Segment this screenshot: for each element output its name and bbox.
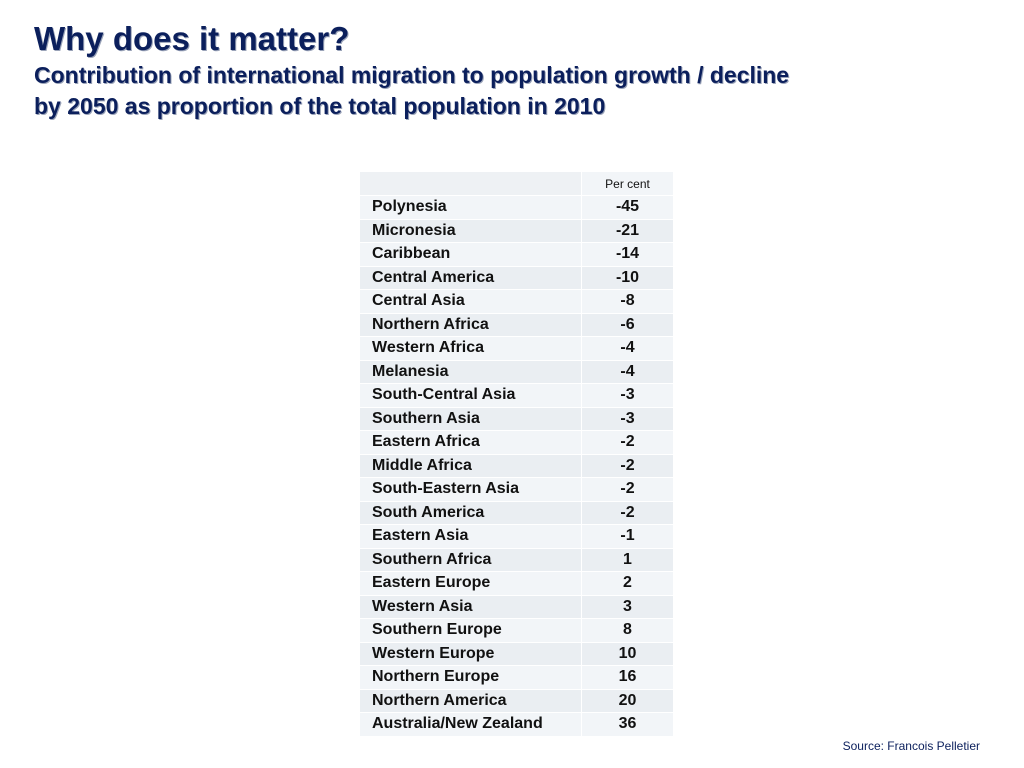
table-header-row: Per cent: [359, 171, 674, 196]
value-cell: -2: [581, 477, 674, 502]
value-cell: 2: [581, 571, 674, 596]
region-cell: Caribbean: [359, 242, 582, 267]
region-cell: South-Eastern Asia: [359, 477, 582, 502]
value-cell: -4: [581, 359, 674, 384]
value-cell: -2: [581, 453, 674, 478]
value-cell: 8: [581, 618, 674, 643]
table-row: Central Asia -8: [359, 289, 674, 314]
value-cell: 1: [581, 547, 674, 572]
table-row: Eastern Asia -1: [359, 524, 674, 549]
region-cell: Polynesia: [359, 195, 582, 220]
region-cell: Central America: [359, 265, 582, 290]
table-row: Central America -10: [359, 265, 674, 290]
source-note: Source: Francois Pelletier: [842, 739, 980, 753]
value-cell: -45: [581, 195, 674, 220]
region-cell: Central Asia: [359, 289, 582, 314]
table-row: Western Africa -4: [359, 336, 674, 361]
migration-table: Per cent Polynesia -45 Micronesia -21 Caribb…: [359, 171, 674, 737]
value-cell: -3: [581, 383, 674, 408]
value-cell: 10: [581, 641, 674, 666]
region-cell: Australia/New Zealand: [359, 712, 582, 737]
table-row: Eastern Europe 2: [359, 571, 674, 596]
value-cell: -2: [581, 500, 674, 525]
table-row: Western Europe 10: [359, 641, 674, 666]
value-cell: -21: [581, 218, 674, 243]
value-cell: 20: [581, 688, 674, 713]
page-title: Why does it matter?: [34, 20, 350, 57]
table-row: Caribbean -14: [359, 242, 674, 267]
region-cell: Southern Europe: [359, 618, 582, 643]
table-row: Northern America 20: [359, 688, 674, 713]
value-cell: -6: [581, 312, 674, 337]
table-row: Southern Asia -3: [359, 406, 674, 431]
region-cell: Southern Africa: [359, 547, 582, 572]
region-cell: South-Central Asia: [359, 383, 582, 408]
region-cell: Southern Asia: [359, 406, 582, 431]
slide-heading: Why does it matter? Contribution of inte…: [34, 20, 794, 122]
value-cell: -3: [581, 406, 674, 431]
region-cell: Eastern Europe: [359, 571, 582, 596]
header-region: [359, 171, 582, 196]
region-cell: Western Asia: [359, 594, 582, 619]
value-cell: -4: [581, 336, 674, 361]
region-cell: Western Europe: [359, 641, 582, 666]
table-row: Middle Africa -2: [359, 453, 674, 478]
table-row: Eastern Africa -2: [359, 430, 674, 455]
table-row: Micronesia -21: [359, 218, 674, 243]
table-row: South America -2: [359, 500, 674, 525]
region-cell: Eastern Asia: [359, 524, 582, 549]
header-per-cent: Per cent: [581, 171, 674, 196]
value-cell: -2: [581, 430, 674, 455]
value-cell: -1: [581, 524, 674, 549]
migration-table-container: Per cent Polynesia -45 Micronesia -21 Caribb…: [359, 171, 674, 737]
region-cell: South America: [359, 500, 582, 525]
table-body: Polynesia -45 Micronesia -21 Caribbean -14 Cen…: [359, 195, 674, 737]
region-cell: Western Africa: [359, 336, 582, 361]
table-row: Australia/New Zealand 36: [359, 712, 674, 737]
region-cell: Northern Africa: [359, 312, 582, 337]
table-row: Western Asia 3: [359, 594, 674, 619]
region-cell: Melanesia: [359, 359, 582, 384]
region-cell: Northern America: [359, 688, 582, 713]
table-row: Northern Africa -6: [359, 312, 674, 337]
region-cell: Middle Africa: [359, 453, 582, 478]
table-row: Southern Africa 1: [359, 547, 674, 572]
table-row: Melanesia -4: [359, 359, 674, 384]
region-cell: Micronesia: [359, 218, 582, 243]
table-row: South-Central Asia -3: [359, 383, 674, 408]
table-row: Southern Europe 8: [359, 618, 674, 643]
value-cell: -8: [581, 289, 674, 314]
region-cell: Eastern Africa: [359, 430, 582, 455]
value-cell: 3: [581, 594, 674, 619]
table-row: Northern Europe 16: [359, 665, 674, 690]
table-row: Polynesia -45: [359, 195, 674, 220]
region-cell: Northern Europe: [359, 665, 582, 690]
value-cell: 16: [581, 665, 674, 690]
value-cell: 36: [581, 712, 674, 737]
value-cell: -10: [581, 265, 674, 290]
page-subtitle: Contribution of international migration …: [34, 62, 790, 119]
value-cell: -14: [581, 242, 674, 267]
table-row: South-Eastern Asia -2: [359, 477, 674, 502]
